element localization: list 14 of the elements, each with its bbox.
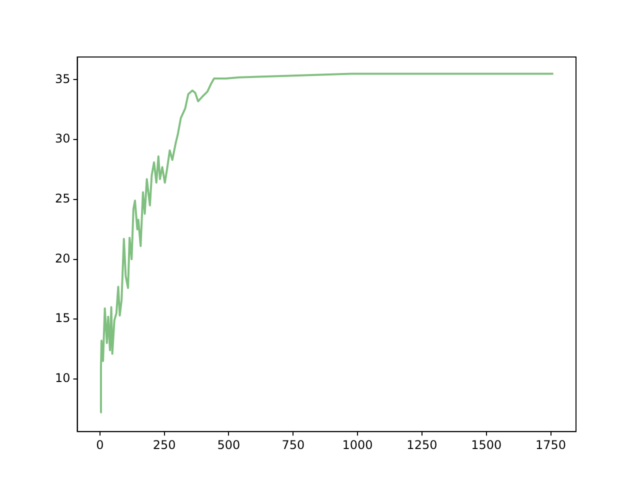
x-tick-label: 1750 xyxy=(535,438,566,452)
y-tick-label: 10 xyxy=(54,371,70,386)
y-tick-label: 35 xyxy=(54,72,70,86)
x-tick-label: 750 xyxy=(282,438,305,452)
y-tick-label: 20 xyxy=(54,251,70,266)
y-tick-label: 30 xyxy=(54,132,70,146)
y-tick-label: 25 xyxy=(54,192,70,206)
y-tick-label: 15 xyxy=(54,311,70,326)
x-tick-label: 1250 xyxy=(406,438,438,452)
x-tick-label: 250 xyxy=(152,438,176,452)
x-tick-label: 500 xyxy=(217,438,240,452)
x-tick-label: 1500 xyxy=(471,438,502,452)
x-tick-label: 0 xyxy=(96,438,104,452)
x-tick-label: 1000 xyxy=(342,438,373,452)
